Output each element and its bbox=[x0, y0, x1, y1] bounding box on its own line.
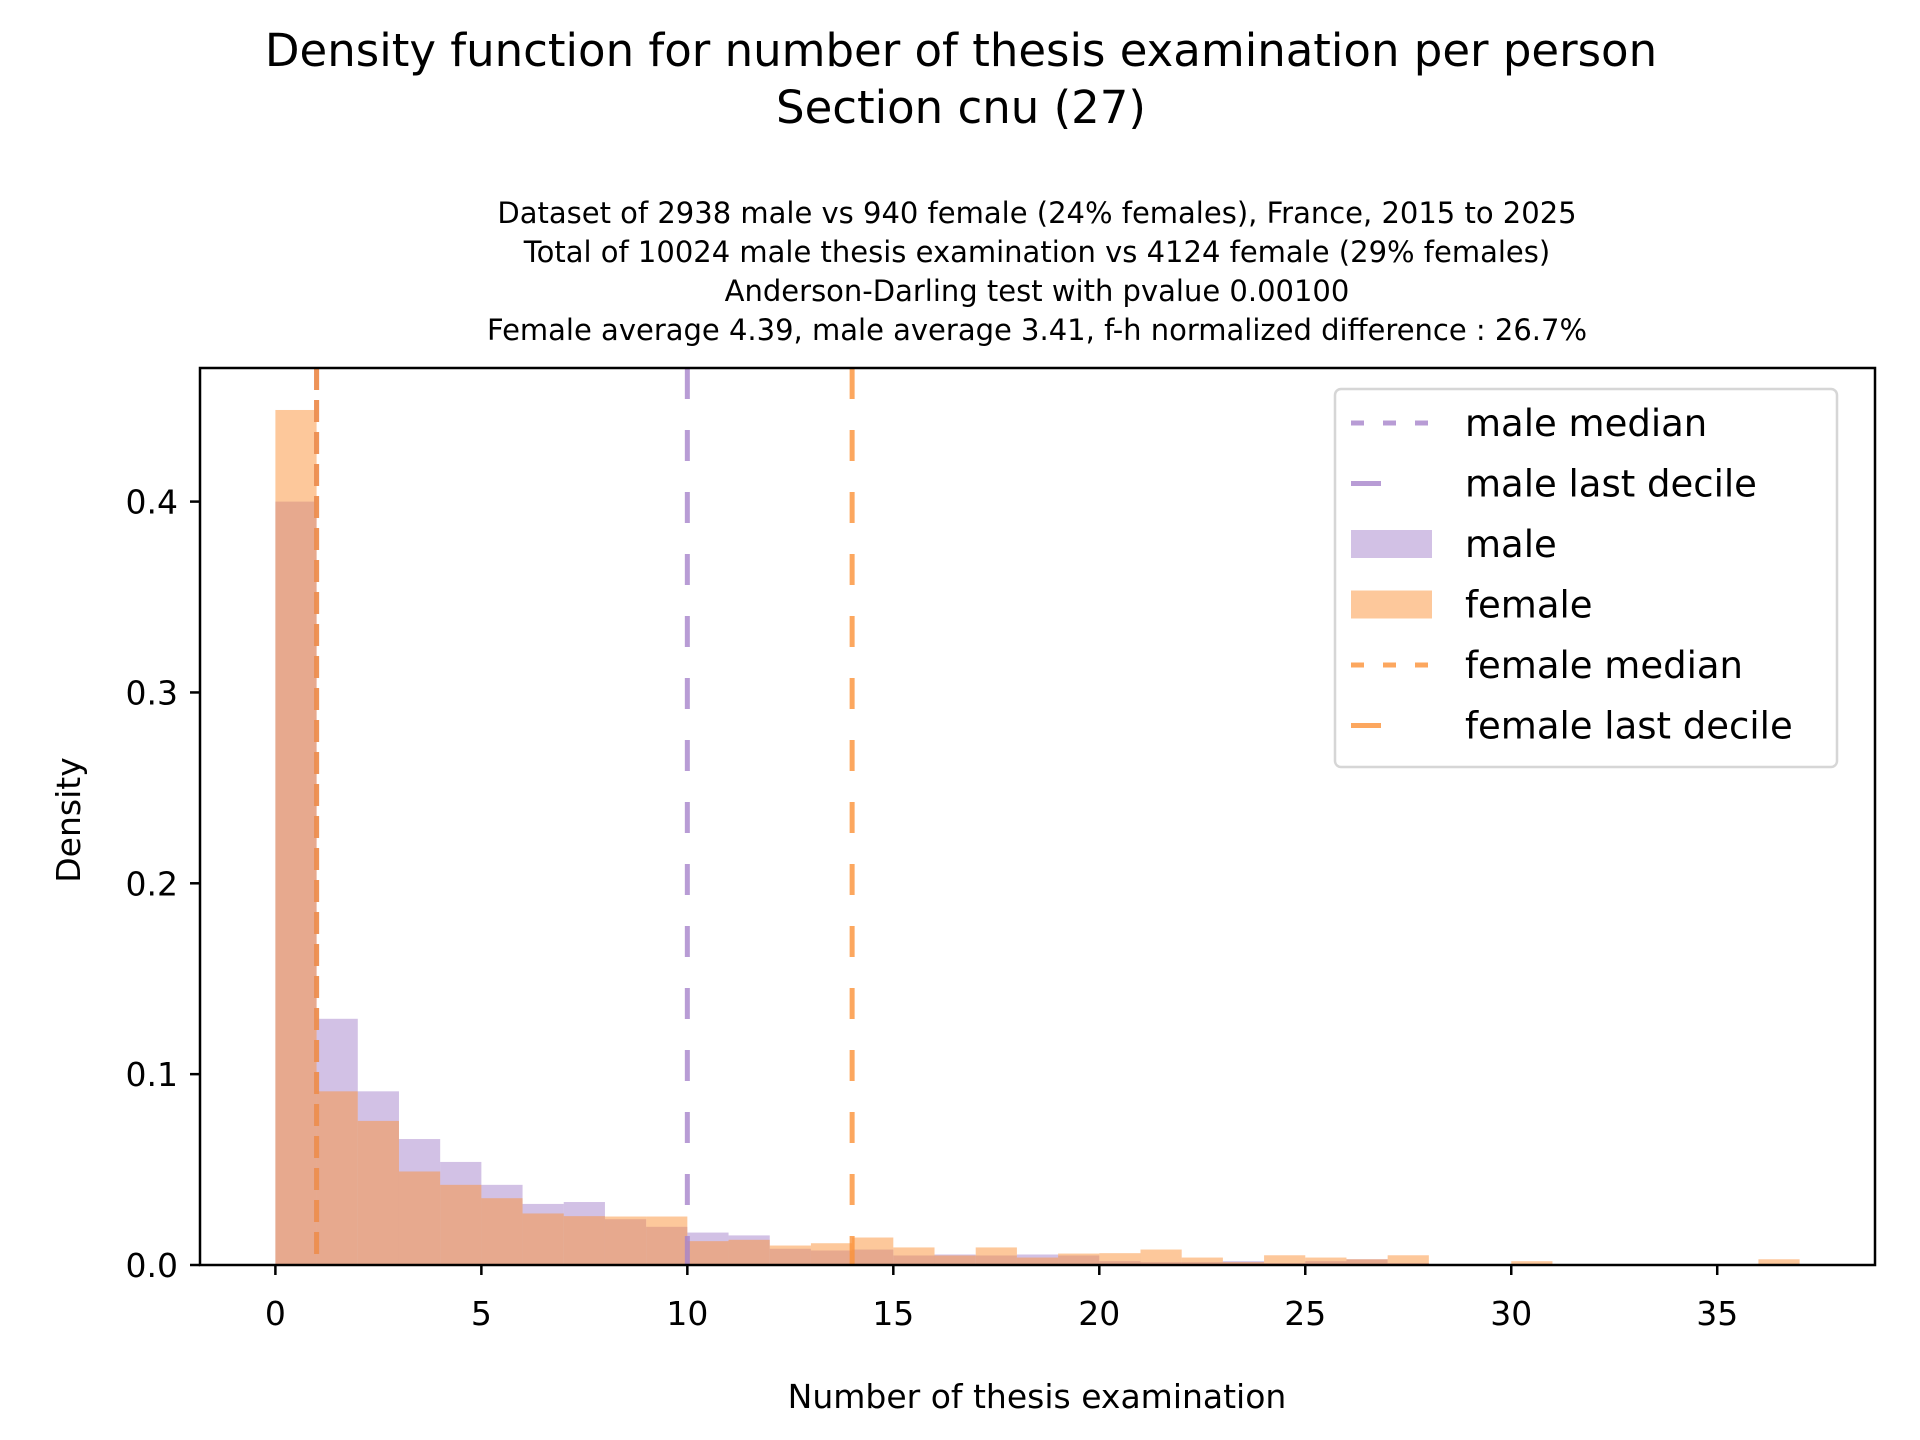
y-tick-label: 0.0 bbox=[126, 1246, 178, 1285]
legend: male median male last decile male female fem… bbox=[1333, 387, 1839, 769]
reference-lines bbox=[314, 368, 855, 1265]
female-bar bbox=[1264, 1255, 1306, 1265]
x-tick-label: 35 bbox=[1696, 1294, 1738, 1333]
female-bar bbox=[975, 1247, 1017, 1265]
legend-label: female last decile bbox=[1465, 705, 1793, 748]
female-bar bbox=[1058, 1253, 1100, 1265]
subtitle-line-1: Dataset of 2938 male vs 940 female (24% … bbox=[497, 196, 1576, 230]
y-axis-ticks: 0.0 0.1 0.2 0.3 0.4 bbox=[126, 483, 200, 1285]
legend-item-male-median: male median bbox=[1351, 402, 1707, 445]
x-tick-label: 20 bbox=[1078, 1294, 1120, 1333]
female-bar bbox=[687, 1241, 729, 1265]
x-tick-label: 10 bbox=[666, 1294, 708, 1333]
chart-title-line-2: Section cnu (27) bbox=[776, 81, 1146, 134]
legend-label: male bbox=[1465, 523, 1557, 566]
legend-label: male median bbox=[1465, 402, 1707, 445]
y-tick-label: 0.2 bbox=[126, 864, 178, 903]
legend-swatch bbox=[1351, 590, 1432, 619]
female-bar bbox=[646, 1216, 688, 1265]
female-bar bbox=[728, 1239, 770, 1265]
subtitle-line-4: Female average 4.39, male average 3.41, … bbox=[487, 313, 1587, 347]
chart-title-line-1: Density function for number of thesis ex… bbox=[265, 24, 1657, 77]
legend-item-male: male bbox=[1351, 523, 1557, 566]
female-bar bbox=[522, 1213, 564, 1265]
x-tick-label: 5 bbox=[471, 1294, 492, 1333]
female-bar bbox=[604, 1216, 647, 1265]
y-tick-label: 0.1 bbox=[126, 1055, 178, 1094]
female-bar bbox=[1346, 1259, 1388, 1265]
subtitle-line-2: Total of 10024 male thesis examination v… bbox=[523, 235, 1550, 269]
female-bar bbox=[1511, 1261, 1553, 1265]
x-tick-label: 30 bbox=[1490, 1294, 1532, 1333]
x-axis-label: Number of thesis examination bbox=[788, 1377, 1287, 1416]
x-axis-ticks: 0 5 10 15 20 25 30 35 bbox=[265, 1265, 1738, 1333]
subtitle-line-3: Anderson-Darling test with pvalue 0.0010… bbox=[725, 274, 1350, 308]
female-bar bbox=[1016, 1257, 1059, 1265]
legend-item-female: female bbox=[1351, 584, 1593, 627]
female-bar bbox=[398, 1171, 441, 1265]
histogram-bars bbox=[275, 409, 1800, 1266]
legend-label: male last decile bbox=[1465, 463, 1757, 506]
female-bar bbox=[563, 1216, 605, 1265]
female-bar bbox=[810, 1243, 853, 1265]
legend-label: female median bbox=[1465, 644, 1743, 687]
female-bar bbox=[769, 1245, 811, 1265]
x-tick-label: 0 bbox=[265, 1294, 286, 1333]
y-tick-label: 0.3 bbox=[126, 673, 178, 712]
female-bar bbox=[316, 1091, 358, 1265]
legend-item-male-last-decile: male last decile bbox=[1351, 463, 1757, 506]
female-bar bbox=[1758, 1259, 1800, 1265]
female-bar bbox=[893, 1247, 935, 1265]
female-bar bbox=[357, 1120, 399, 1265]
legend-label: female bbox=[1465, 584, 1593, 627]
y-tick-label: 0.4 bbox=[126, 483, 178, 522]
female-bar bbox=[1387, 1255, 1429, 1265]
female-bar bbox=[1140, 1249, 1182, 1265]
female-bar bbox=[481, 1198, 523, 1265]
female-bar bbox=[1305, 1257, 1347, 1265]
female-bar bbox=[934, 1255, 976, 1265]
x-tick-label: 15 bbox=[872, 1294, 914, 1333]
female-bar bbox=[852, 1237, 894, 1265]
female-bar bbox=[275, 409, 317, 1265]
legend-box bbox=[1333, 387, 1839, 769]
legend-swatch bbox=[1351, 530, 1432, 558]
female-bar bbox=[1181, 1257, 1223, 1265]
legend-item-female-last-decile: female last decile bbox=[1351, 705, 1793, 748]
y-axis-label: Density bbox=[49, 757, 88, 882]
plot-frame bbox=[198, 366, 1877, 1267]
legend-item-female-median: female median bbox=[1351, 644, 1743, 687]
female-bar bbox=[1222, 1262, 1265, 1265]
x-tick-label: 25 bbox=[1284, 1294, 1326, 1333]
female-histogram bbox=[275, 409, 1800, 1265]
female-bar bbox=[1099, 1253, 1141, 1265]
female-bar bbox=[440, 1184, 482, 1265]
